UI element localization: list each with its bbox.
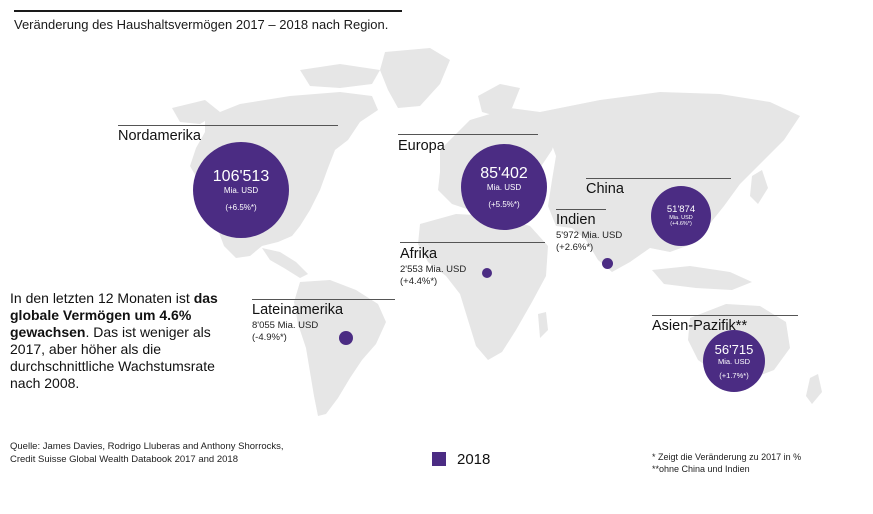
indien-change: (+2.6%*)	[556, 242, 594, 253]
indien-label: Indien	[556, 212, 596, 228]
europa-rule	[398, 134, 538, 135]
summary-note-intro: In den letzten 12 Monaten ist	[10, 290, 190, 306]
landmass-canadian-islands	[300, 64, 380, 88]
afrika-rule	[400, 242, 545, 243]
nordamerika-bubble: 106'513 Mia. USD (+6.5%*)	[193, 142, 289, 238]
title-rule	[14, 10, 402, 12]
lateinamerika-rule	[252, 299, 395, 300]
landmass-greenland	[380, 48, 450, 108]
summary-note-highlight: das globale Vermögen um 4.6% gewachsen	[10, 290, 218, 340]
nordamerika-change: (+6.5%*)	[225, 202, 257, 212]
lateinamerika-change: (-4.9%*)	[252, 332, 287, 343]
landmass-central-america	[262, 248, 308, 278]
nordamerika-value: 106'513	[212, 167, 270, 185]
europa-bubble: 85'402 Mia. USD (+5.5%*)	[461, 144, 547, 230]
asien-pazifik-value: 56'715	[714, 341, 754, 357]
summary-note: In den letzten 12 Monaten ist das global…	[10, 290, 225, 392]
china-value: 51'874	[666, 203, 696, 215]
asien-pazifik-unit: Mia. USD	[717, 356, 751, 366]
lateinamerika-dot	[339, 331, 353, 345]
afrika-change: (+4.4%*)	[400, 276, 438, 287]
landmass-south-america	[294, 280, 386, 416]
indien-rule	[556, 209, 606, 210]
europa-change: (+5.5%*)	[488, 199, 520, 209]
landmass-arctic	[172, 100, 220, 124]
europa-unit: Mia. USD	[486, 182, 522, 192]
china-label: China	[586, 181, 624, 197]
asien-pazifik-rule	[652, 315, 798, 316]
page-title: Veränderung des Haushaltsvermögen 2017 –…	[14, 17, 389, 32]
china-unit: Mia. USD	[669, 214, 693, 221]
asien-pazifik-bubble: 56'715 Mia. USD (+1.7%*)	[703, 330, 765, 392]
footnote-asia: **ohne China und Indien	[652, 464, 750, 474]
landmass-scandinavia	[478, 84, 520, 116]
landmass-indonesia	[652, 266, 752, 290]
landmass-madagascar	[538, 312, 548, 338]
source-line-2: Credit Suisse Global Wealth Databook 201…	[10, 454, 238, 465]
nordamerika-rule	[118, 125, 338, 126]
summary-note-rest: . Das ist weniger als 2017, aber höher a…	[10, 324, 215, 391]
landmass-japan	[750, 170, 768, 204]
afrika-dot	[482, 268, 492, 278]
europa-value: 85'402	[480, 164, 528, 182]
lateinamerika-label: Lateinamerika	[252, 302, 344, 318]
indien-value: 5'972 Mia. USD	[556, 230, 623, 241]
source-line-1: Quelle: James Davies, Rodrigo Lluberas a…	[10, 441, 284, 452]
afrika-label: Afrika	[400, 246, 438, 262]
source-citation: Quelle: James Davies, Rodrigo Lluberas a…	[10, 440, 284, 466]
china-rule	[586, 178, 731, 179]
landmass-new-zealand	[806, 374, 822, 404]
footnote-change: * Zeigt die Veränderung zu 2017 in %	[652, 452, 802, 462]
legend-swatch	[432, 452, 446, 466]
afrika-value: 2'553 Mia. USD	[400, 264, 467, 275]
nordamerika-label: Nordamerika	[118, 128, 201, 144]
china-bubble: 51'874 Mia. USD (+4.6%*)	[651, 186, 711, 246]
landmass-africa	[418, 214, 548, 360]
china-change: (+4.6%*)	[670, 221, 692, 227]
indien-dot	[602, 258, 613, 269]
landmass-asia	[540, 92, 800, 272]
nordamerika-unit: Mia. USD	[223, 185, 259, 195]
lateinamerika-value: 8'055 Mia. USD	[252, 320, 319, 331]
footnotes: * Zeigt die Veränderung zu 2017 in % **o…	[652, 451, 801, 475]
legend-label: 2018	[457, 451, 491, 468]
europa-label: Europa	[398, 138, 445, 154]
asien-pazifik-change: (+1.7%*)	[719, 370, 749, 380]
asien-pazifik-label: Asien-Pazifik**	[652, 318, 748, 334]
